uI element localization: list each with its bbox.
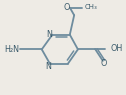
Text: CH₃: CH₃ (85, 4, 98, 10)
Text: O: O (100, 59, 107, 68)
Text: H₂N: H₂N (4, 45, 19, 54)
Text: N: N (46, 30, 52, 39)
Text: OH: OH (111, 44, 123, 53)
Text: N: N (46, 62, 52, 70)
Text: O: O (64, 3, 70, 12)
